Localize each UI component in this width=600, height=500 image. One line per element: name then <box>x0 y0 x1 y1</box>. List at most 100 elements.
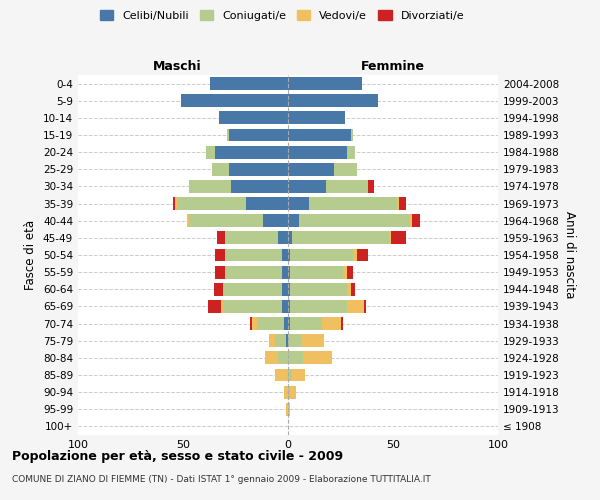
Bar <box>290 248 353 262</box>
Bar <box>288 248 290 262</box>
Bar <box>288 368 292 382</box>
Bar <box>212 163 229 175</box>
Bar <box>288 94 379 107</box>
Bar <box>215 266 225 278</box>
Bar <box>225 266 282 278</box>
Bar <box>246 197 288 210</box>
Bar <box>288 352 303 364</box>
Bar <box>288 403 290 415</box>
Bar <box>322 317 341 330</box>
Bar <box>288 300 290 313</box>
Bar <box>288 163 334 175</box>
Bar <box>326 180 368 193</box>
Bar <box>301 334 324 347</box>
Bar <box>189 180 232 193</box>
Bar <box>253 317 257 330</box>
Bar <box>347 283 351 296</box>
Bar <box>229 128 288 141</box>
Bar <box>288 146 347 158</box>
Bar <box>288 77 361 90</box>
Bar <box>227 128 229 141</box>
Bar <box>288 386 290 398</box>
Legend: Celibi/Nubili, Coniugati/e, Vedovi/e, Divorziati/e: Celibi/Nubili, Coniugati/e, Vedovi/e, Di… <box>95 6 469 25</box>
Bar <box>358 248 368 262</box>
Bar <box>351 283 355 296</box>
Bar <box>343 266 347 278</box>
Y-axis label: Fasce di età: Fasce di età <box>25 220 37 290</box>
Bar <box>250 317 252 330</box>
Bar <box>292 232 389 244</box>
Text: Popolazione per età, sesso e stato civile - 2009: Popolazione per età, sesso e stato civil… <box>12 450 343 463</box>
Bar <box>190 214 263 227</box>
Bar <box>288 214 299 227</box>
Bar <box>288 197 309 210</box>
Bar <box>290 266 343 278</box>
Bar <box>397 197 400 210</box>
Bar <box>187 214 189 227</box>
Bar <box>257 317 284 330</box>
Bar <box>215 283 223 296</box>
Bar <box>173 197 175 210</box>
Bar <box>288 112 345 124</box>
Bar <box>223 283 282 296</box>
Bar <box>368 180 374 193</box>
Bar <box>347 300 364 313</box>
Bar <box>284 317 288 330</box>
Bar <box>334 163 358 175</box>
Bar <box>208 300 221 313</box>
Bar <box>269 334 275 347</box>
Bar <box>351 128 353 141</box>
Text: Femmine: Femmine <box>361 60 425 72</box>
Bar <box>275 334 286 347</box>
Bar <box>223 300 282 313</box>
Bar <box>265 352 277 364</box>
Bar <box>284 386 288 398</box>
Bar <box>277 232 288 244</box>
Bar <box>217 232 225 244</box>
Bar <box>181 94 288 107</box>
Bar <box>292 368 305 382</box>
Bar <box>288 283 290 296</box>
Bar <box>277 352 288 364</box>
Bar <box>364 300 366 313</box>
Bar <box>282 266 288 278</box>
Bar <box>288 317 290 330</box>
Bar <box>210 77 288 90</box>
Bar <box>225 232 277 244</box>
Bar <box>290 283 347 296</box>
Bar <box>229 163 288 175</box>
Bar <box>282 248 288 262</box>
Bar <box>412 214 420 227</box>
Bar <box>282 283 288 296</box>
Bar <box>290 317 322 330</box>
Bar <box>347 146 355 158</box>
Bar <box>286 403 288 415</box>
Bar <box>232 180 288 193</box>
Bar <box>275 368 288 382</box>
Bar <box>353 248 358 262</box>
Y-axis label: Anni di nascita: Anni di nascita <box>563 212 576 298</box>
Text: COMUNE DI ZIANO DI FIEMME (TN) - Dati ISTAT 1° gennaio 2009 - Elaborazione TUTTI: COMUNE DI ZIANO DI FIEMME (TN) - Dati IS… <box>12 475 431 484</box>
Bar <box>288 180 326 193</box>
Bar <box>341 317 343 330</box>
Bar <box>347 266 353 278</box>
Bar <box>410 214 412 227</box>
Bar <box>290 386 296 398</box>
Bar <box>221 300 223 313</box>
Text: Maschi: Maschi <box>152 60 202 72</box>
Bar <box>263 214 288 227</box>
Bar <box>290 300 347 313</box>
Bar <box>288 334 301 347</box>
Bar <box>286 334 288 347</box>
Bar <box>218 112 288 124</box>
Bar <box>400 197 406 210</box>
Bar <box>282 300 288 313</box>
Bar <box>206 146 215 158</box>
Bar <box>309 197 397 210</box>
Bar <box>175 197 176 210</box>
Bar <box>389 232 391 244</box>
Bar <box>299 214 410 227</box>
Bar <box>225 248 282 262</box>
Bar <box>303 352 332 364</box>
Bar <box>215 146 288 158</box>
